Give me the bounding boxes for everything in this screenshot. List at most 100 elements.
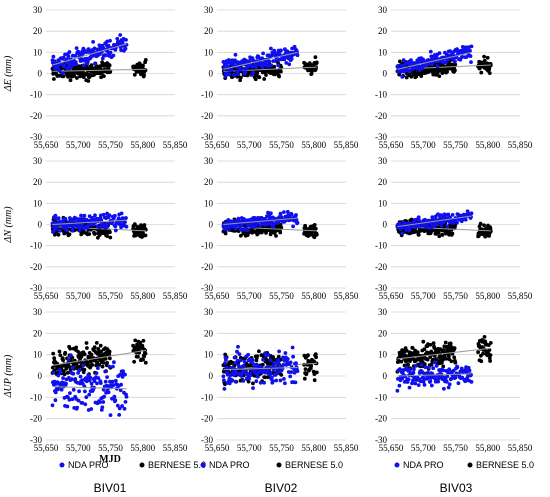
trend-line-nda: [397, 51, 472, 70]
point-bernese: [100, 364, 105, 369]
point-nda: [248, 373, 253, 378]
y-tick-label: 10: [204, 47, 214, 57]
y-tick-label: 10: [33, 198, 43, 208]
point-nda: [250, 225, 254, 229]
point-bernese: [482, 54, 486, 59]
point-nda: [113, 378, 118, 383]
point-nda: [236, 216, 241, 221]
x-tick-label: 55,650: [205, 291, 230, 301]
point-nda: [83, 389, 87, 394]
point-nda: [53, 398, 58, 403]
y-tick-label: 20: [33, 177, 43, 187]
point-bernese: [62, 372, 67, 377]
point-nda: [274, 378, 279, 383]
point-bernese: [103, 357, 108, 361]
point-bernese: [105, 361, 109, 365]
point-nda: [428, 49, 433, 54]
point-nda: [271, 59, 276, 63]
point-bernese: [132, 72, 137, 77]
point-nda: [58, 228, 63, 233]
point-nda: [450, 213, 455, 217]
point-nda: [105, 375, 109, 379]
point-bernese: [86, 79, 91, 83]
point-bernese: [57, 349, 62, 354]
x-tick-label: 55,800: [301, 140, 326, 150]
point-nda: [431, 366, 436, 371]
y-tick-label: 0: [209, 371, 214, 381]
point-nda: [453, 59, 457, 64]
point-nda: [66, 54, 71, 59]
point-bernese: [65, 371, 70, 375]
point-bernese: [274, 234, 278, 238]
panels-layer: -30 -20 -10 0 10 20 30 55,650 55,700 55,750 55,800…: [3, 5, 533, 465]
point-nda: [233, 58, 238, 63]
point-nda: [232, 73, 237, 77]
point-bernese: [488, 341, 493, 345]
point-nda: [74, 216, 79, 221]
point-bernese: [314, 60, 319, 65]
point-nda: [68, 391, 72, 395]
point-nda: [58, 370, 63, 375]
y-tick-label: -30: [30, 435, 42, 445]
point-nda: [294, 361, 298, 366]
point-nda: [61, 376, 65, 380]
x-tick-label: 55,650: [34, 443, 59, 453]
point-bernese: [87, 232, 92, 236]
y-tick-label: -10: [201, 90, 213, 100]
point-nda: [246, 352, 251, 357]
point-bernese: [440, 233, 445, 237]
point-nda: [279, 48, 283, 53]
point-nda: [291, 224, 295, 229]
point-bernese: [253, 77, 258, 82]
point-nda: [80, 57, 84, 62]
point-bernese: [437, 234, 442, 239]
point-nda: [98, 400, 102, 405]
point-nda: [269, 371, 273, 376]
point-nda: [241, 379, 246, 383]
point-nda: [91, 40, 95, 44]
point-nda: [65, 228, 69, 233]
point-bernese: [488, 353, 493, 357]
y-tick-label: -10: [30, 90, 42, 100]
y-tick-label: 20: [33, 328, 43, 338]
y-tick-label: -10: [201, 392, 213, 402]
point-nda: [225, 64, 230, 69]
point-bernese: [276, 354, 281, 359]
legend-label-nda: NDA PRO: [209, 460, 250, 470]
point-nda: [107, 213, 112, 218]
point-nda: [237, 352, 242, 356]
y-tick-label: 10: [33, 350, 43, 360]
point-nda: [455, 220, 459, 225]
point-nda: [53, 228, 57, 232]
point-nda: [278, 378, 283, 383]
y-tick-label: -20: [201, 262, 213, 272]
legend-biv03: NDA PRO BERNESE 5.0: [394, 460, 534, 470]
point-nda: [124, 38, 128, 42]
point-bernese: [238, 75, 243, 80]
point-nda: [95, 381, 99, 386]
point-nda: [222, 387, 227, 391]
point-nda: [99, 218, 104, 223]
point-bernese: [453, 62, 458, 67]
point-nda: [246, 223, 251, 228]
y-tick-label: 10: [204, 350, 214, 360]
point-nda: [428, 379, 433, 383]
point-bernese: [257, 349, 261, 354]
point-bernese: [443, 340, 448, 345]
point-bernese: [279, 225, 284, 230]
point-nda: [103, 53, 108, 58]
point-nda: [469, 372, 473, 377]
legend-marker-bernese: [276, 462, 282, 468]
point-nda: [78, 374, 83, 379]
point-bernese: [309, 364, 314, 368]
point-nda: [445, 224, 450, 229]
y-tick-label: 0: [383, 371, 388, 381]
point-nda: [232, 355, 237, 360]
point-nda: [70, 228, 75, 233]
point-bernese: [98, 64, 102, 69]
point-bernese: [481, 351, 485, 356]
point-nda: [113, 398, 118, 402]
trend-line-nda: [223, 217, 298, 225]
point-nda: [271, 364, 276, 368]
point-nda: [398, 367, 402, 371]
